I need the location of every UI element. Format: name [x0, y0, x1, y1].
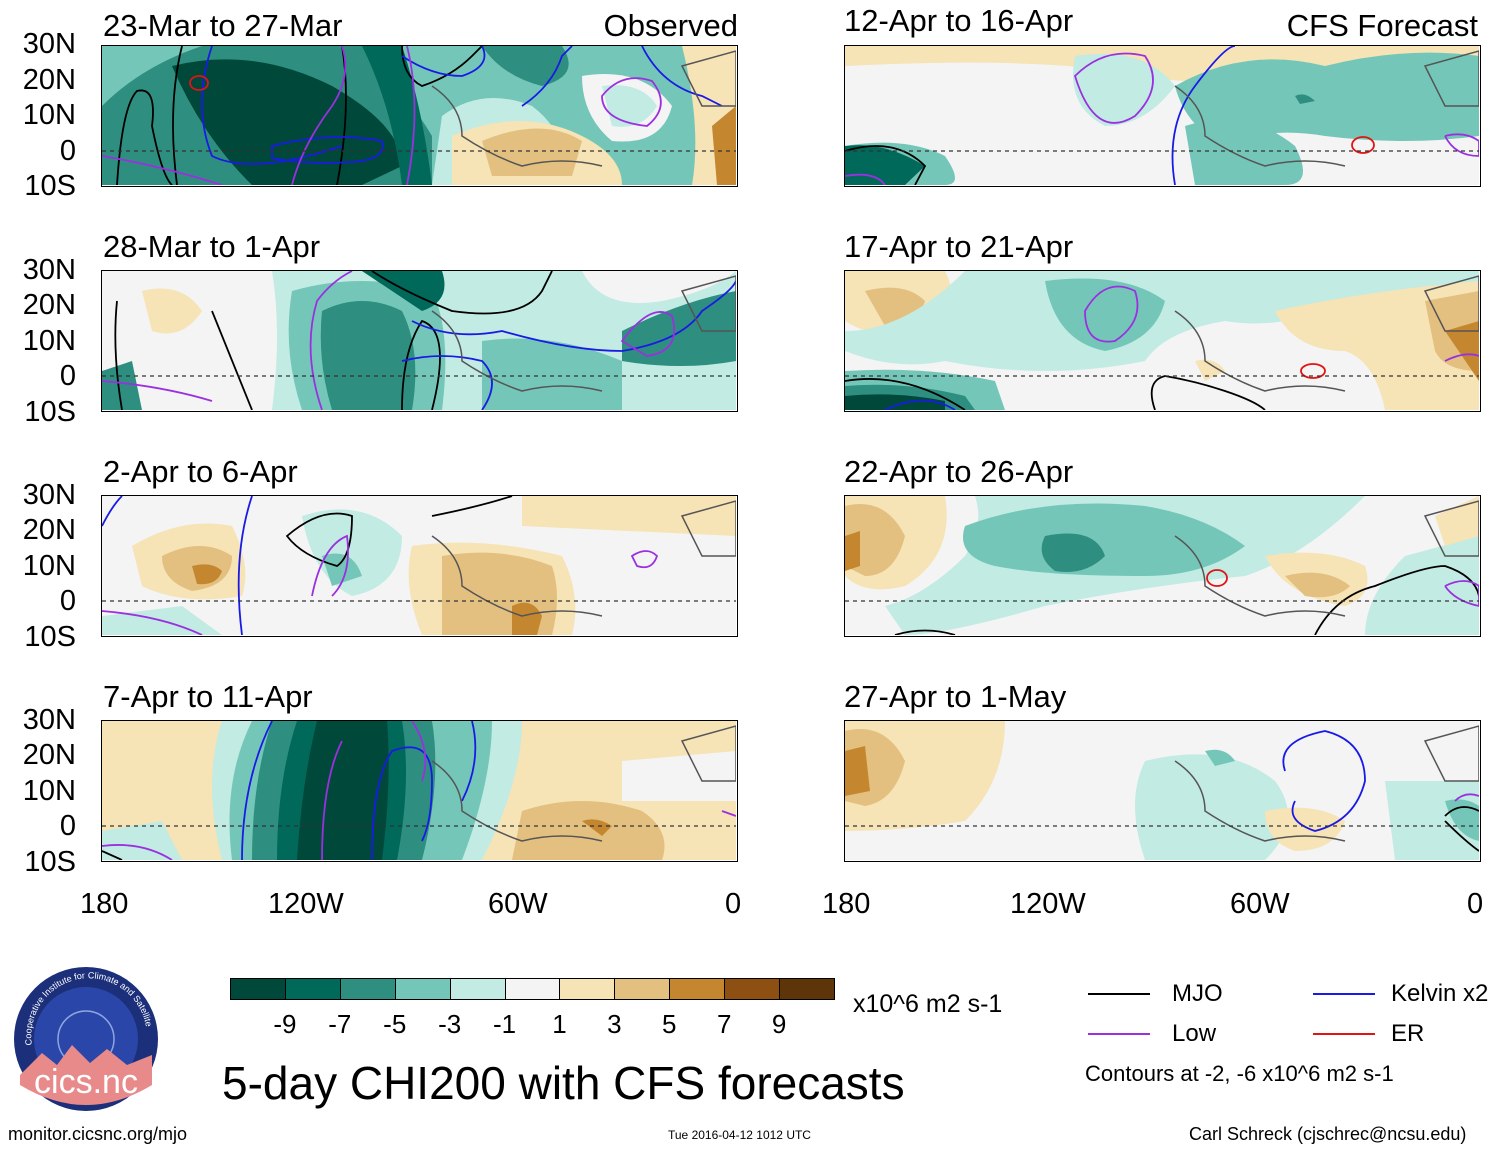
- legend-mjo-swatch: [1088, 993, 1150, 995]
- colorbar-tick-label: -7: [328, 1009, 352, 1039]
- colorbar-tick-label: 7: [716, 1009, 732, 1039]
- map-panel-obs-3: [101, 495, 738, 637]
- colorbar-tick-label: 5: [662, 1009, 677, 1039]
- legend-er-label: ER: [1391, 1020, 1425, 1047]
- observed-header: Observed: [603, 8, 738, 43]
- lat-label: 10S: [24, 170, 76, 202]
- lat-label: 10N: [22, 99, 76, 131]
- colorbar-swatch: [614, 978, 671, 1000]
- logo-text: cics.nc: [34, 1063, 138, 1101]
- lon-label: 0: [725, 888, 742, 920]
- cfs-forecast-header: CFS Forecast: [1286, 8, 1478, 43]
- colorbar-swatch: [504, 978, 561, 1000]
- lon-label: 0: [1467, 888, 1484, 920]
- colorbar-tick-label: -9: [273, 1009, 297, 1039]
- lon-label: 60W: [488, 888, 548, 920]
- panel-title-fcst-1: 12-Apr to 16-Apr: [844, 3, 1074, 38]
- colorbar-swatch: [724, 978, 781, 1000]
- lat-label: 0: [59, 810, 76, 842]
- lat-label: 10S: [24, 621, 76, 653]
- lat-label: 30N: [22, 704, 76, 736]
- colorbar-swatch: [339, 978, 396, 1000]
- colorbar-tick-label: -3: [438, 1009, 462, 1039]
- colorbar-tick-label: 9: [771, 1009, 787, 1039]
- lon-label: 120W: [268, 888, 344, 920]
- legend-er-swatch: [1313, 1033, 1375, 1035]
- colorbar-units: x10^6 m2 s-1: [853, 990, 1003, 1018]
- lat-label: 10N: [22, 550, 76, 582]
- lat-label: 20N: [22, 289, 76, 321]
- colorbar-swatch: [230, 978, 286, 1000]
- map-panel-fcst-3: [844, 495, 1481, 637]
- cics-logo: cics.nc Cooperative Institute for Climat…: [10, 957, 160, 1113]
- legend-contours-note: Contours at -2, -6 x10^6 m2 s-1: [1085, 1061, 1394, 1086]
- lon-label: 60W: [1230, 888, 1290, 920]
- lon-label: 180: [80, 888, 129, 920]
- lat-label: 30N: [22, 479, 76, 511]
- map-panel-obs-1: [101, 45, 738, 187]
- lon-label: 120W: [1010, 888, 1086, 920]
- panel-title-obs-4: 7-Apr to 11-Apr: [103, 679, 313, 714]
- panel-title-fcst-4: 27-Apr to 1-May: [844, 679, 1067, 714]
- colorbar-tick-label: 3: [607, 1009, 622, 1039]
- legend-kelvin-label: Kelvin x2: [1391, 980, 1489, 1007]
- colorbar-tick-label: -5: [383, 1009, 407, 1039]
- footer-author: Carl Schreck (cjschrec@ncsu.edu): [1189, 1124, 1467, 1144]
- colorbar-swatch: [394, 978, 451, 1000]
- lat-label: 10S: [24, 846, 76, 878]
- lat-label: 0: [59, 135, 76, 167]
- lat-label: 20N: [22, 514, 76, 546]
- panel-title-obs-1: 23-Mar to 27-Mar: [103, 8, 343, 43]
- lat-label: 30N: [22, 254, 76, 286]
- colorbar-swatch: [449, 978, 506, 1000]
- map-panel-fcst-1: [844, 45, 1481, 187]
- legend-mjo-label: MJO: [1172, 980, 1223, 1007]
- colorbar: -9 -7 -5 -3 -1 1 3 5 7 9: [230, 978, 835, 1039]
- legend-kelvin-swatch: [1313, 993, 1375, 995]
- lat-label: 10N: [22, 325, 76, 357]
- panel-title-obs-3: 2-Apr to 6-Apr: [103, 454, 298, 489]
- map-panel-obs-4: [101, 720, 738, 862]
- colorbar-swatch: [284, 978, 341, 1000]
- map-panel-obs-2: [101, 270, 738, 412]
- colorbar-swatch: [669, 978, 726, 1000]
- chart-title: 5-day CHI200 with CFS forecasts: [222, 1057, 905, 1109]
- lat-label: 0: [59, 360, 76, 392]
- colorbar-swatch: [559, 978, 616, 1000]
- legend-low-swatch: [1088, 1033, 1150, 1035]
- colorbar-tick-label: 1: [552, 1009, 567, 1039]
- panel-title-obs-2: 28-Mar to 1-Apr: [103, 229, 321, 264]
- lat-label: 30N: [22, 28, 76, 60]
- lat-label: 10N: [22, 775, 76, 807]
- legend-low-label: Low: [1172, 1020, 1217, 1047]
- footer-url: monitor.cicsnc.org/mjo: [8, 1124, 188, 1144]
- panel-title-fcst-2: 17-Apr to 21-Apr: [844, 229, 1074, 264]
- lat-label: 0: [59, 585, 76, 617]
- lat-label: 20N: [22, 739, 76, 771]
- map-panel-fcst-2: [844, 270, 1481, 412]
- lat-label: 20N: [22, 64, 76, 96]
- panel-title-fcst-3: 22-Apr to 26-Apr: [844, 454, 1074, 489]
- map-panel-fcst-4: [844, 720, 1481, 862]
- colorbar-swatch: [779, 978, 835, 1000]
- lat-label: 10S: [24, 396, 76, 428]
- lon-label: 180: [822, 888, 871, 920]
- colorbar-tick-label: -1: [492, 1009, 517, 1039]
- footer-timestamp: Tue 2016-04-12 1012 UTC: [668, 1128, 811, 1142]
